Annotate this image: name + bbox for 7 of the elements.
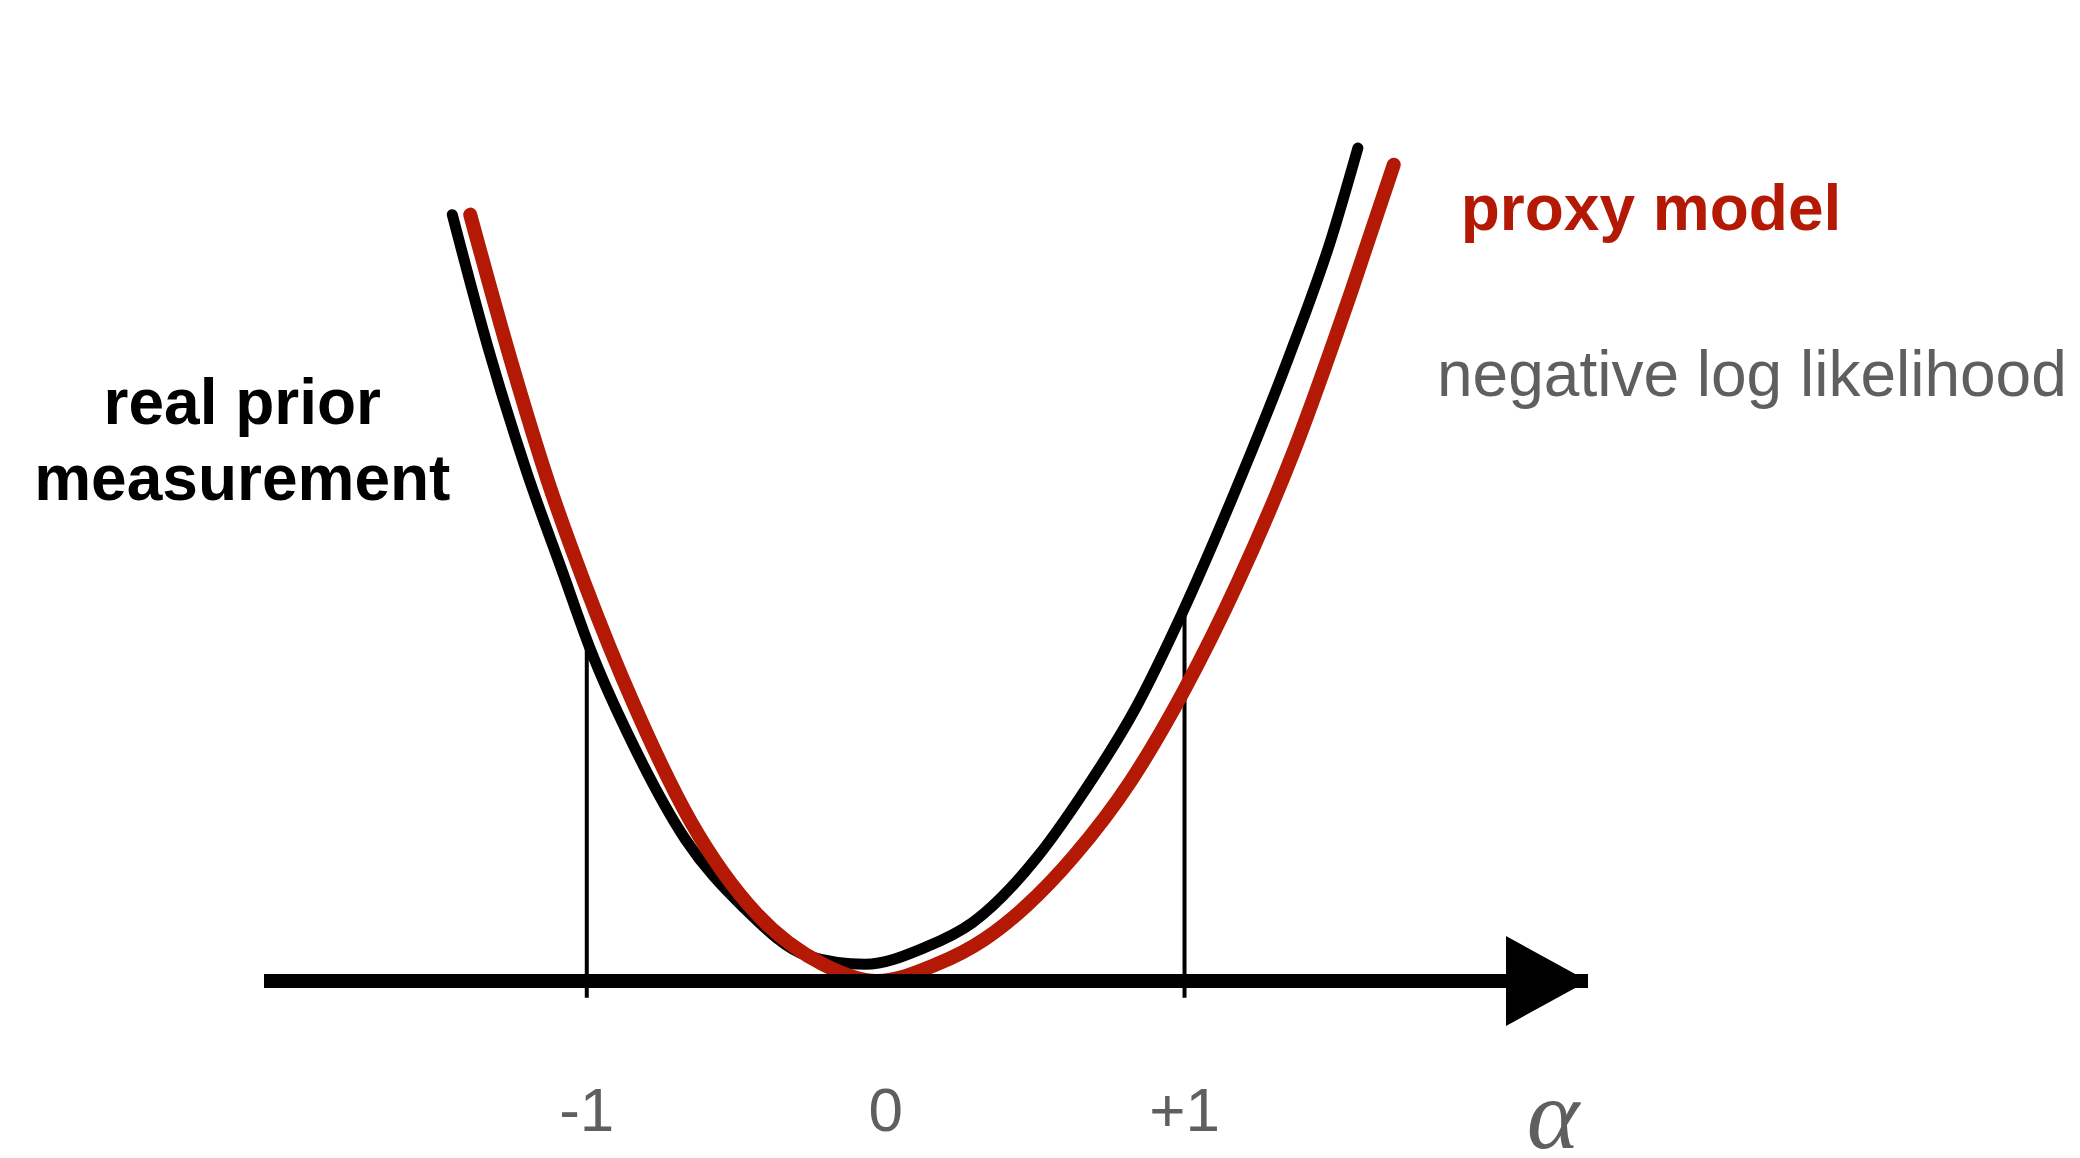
x-tick-label: 0 <box>868 1075 903 1144</box>
x-tick-label: -1 <box>559 1075 615 1144</box>
series-label: proxy model <box>1460 170 1842 246</box>
x-tick-label: +1 <box>1149 1075 1220 1144</box>
y-axis-title: negative log likelihood <box>1437 338 2067 410</box>
series-label: real prior measurement <box>33 364 452 516</box>
x-axis-title: α <box>1526 1059 1582 1158</box>
